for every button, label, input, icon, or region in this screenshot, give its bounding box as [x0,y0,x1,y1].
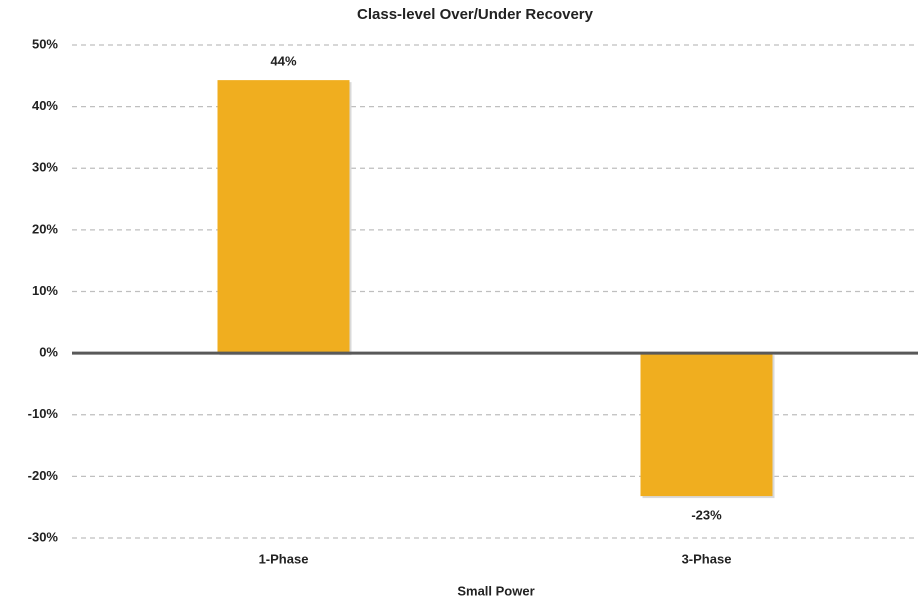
y-tick-label: -30% [28,529,59,544]
y-tick-label: -10% [28,406,59,421]
y-tick-label: 40% [32,98,58,113]
y-tick-label: 0% [39,345,58,360]
y-tick-label: 10% [32,283,58,298]
x-tick-label: 3-Phase [682,551,732,566]
chart-title: Class-level Over/Under Recovery [357,6,594,23]
data-label: -23% [691,508,722,523]
bar [217,80,350,354]
y-tick-label: 30% [32,160,58,175]
bar [640,353,773,497]
y-tick-label: 50% [32,36,58,51]
x-axis-label: Small Power [457,583,534,598]
x-tick-label: 1-Phase [259,551,309,566]
y-tick-label: -20% [28,468,59,483]
y-tick-label: 20% [32,221,58,236]
data-label: 44% [270,54,296,69]
